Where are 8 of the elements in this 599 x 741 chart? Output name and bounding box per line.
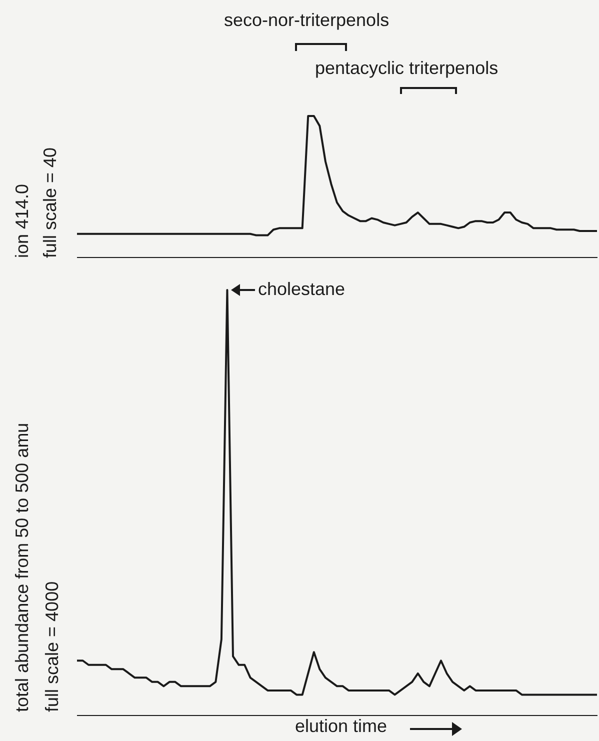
text: full scale = 40 — [40, 146, 61, 258]
x-axis-title: elution time — [295, 716, 388, 737]
y-axis-title: total abundance from 50 to 500 amu — [12, 422, 33, 712]
y-axis-title: ion 414.0 — [12, 182, 33, 258]
text: seco-nor-triterpenols — [224, 10, 390, 31]
annotation: cholestane — [258, 279, 346, 300]
text: full scale = 4000 — [42, 580, 63, 712]
text: pentacyclic triterpenols — [315, 58, 498, 79]
